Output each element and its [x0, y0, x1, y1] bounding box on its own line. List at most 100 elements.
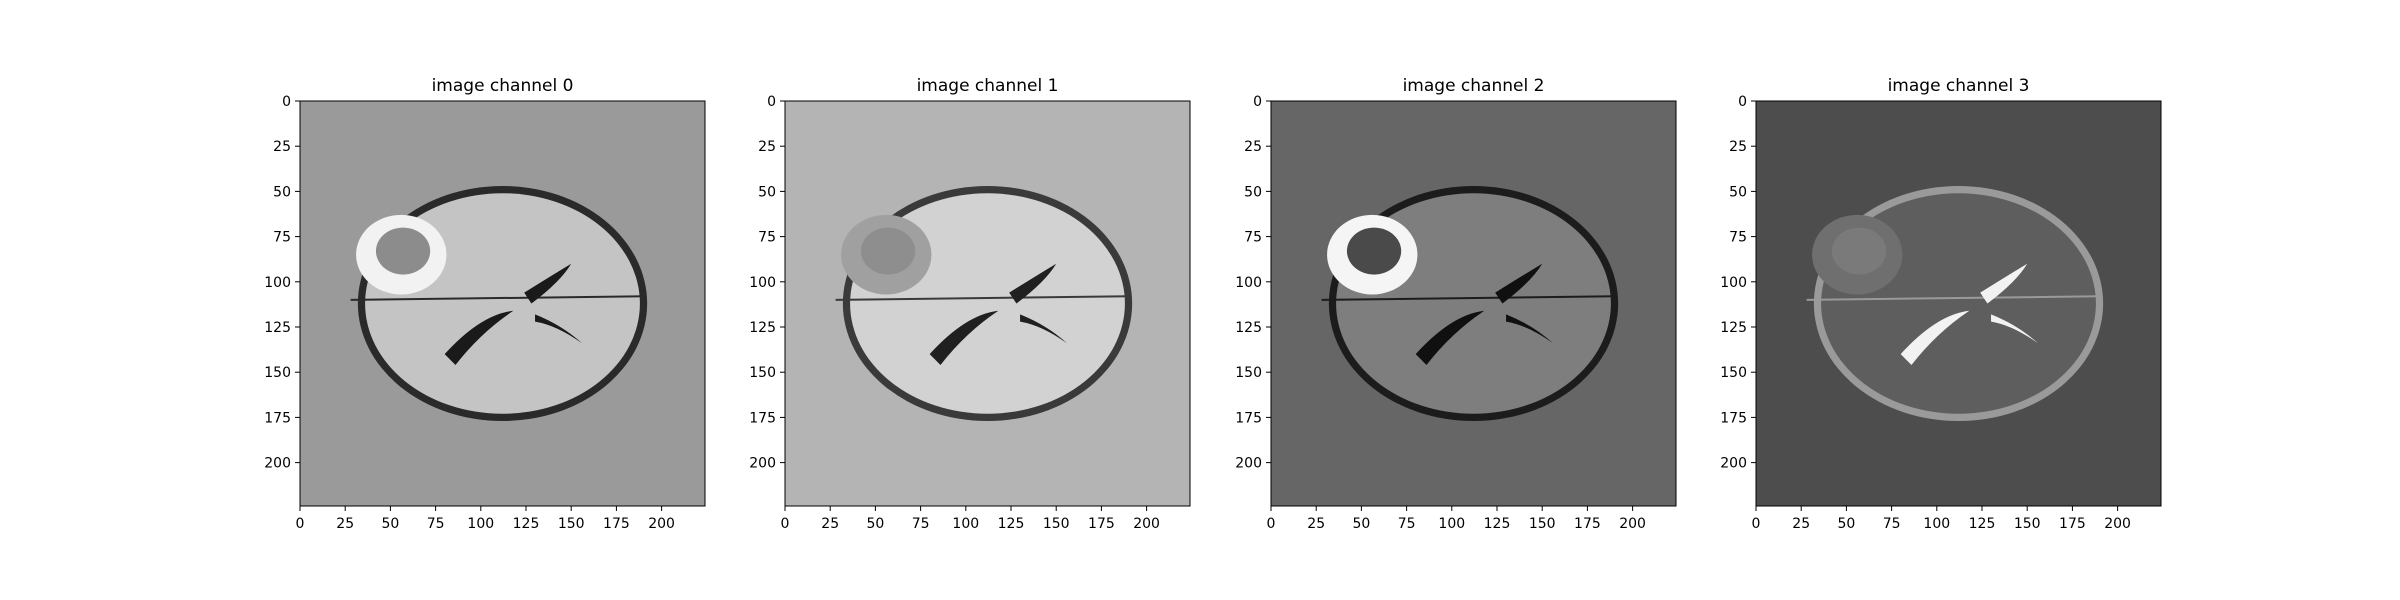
ventricle-right: [1980, 263, 2028, 304]
y-tick-label: 25: [1244, 139, 1262, 155]
y-tick-label: 50: [1729, 184, 1747, 200]
y-tick-label: 150: [1235, 365, 1262, 381]
y-tick-label: 0: [1738, 94, 1747, 110]
y-tick-label: 125: [1235, 320, 1262, 336]
x-tick-label: 175: [1088, 516, 1115, 532]
y-tick-label: 125: [1720, 320, 1747, 336]
axes-frame: [784, 100, 1191, 507]
panel-2: image channel 2 0 25 50 75 100 125 150 175 200 0 25…: [1235, 76, 1677, 532]
x-tick-label: 150: [558, 516, 585, 532]
y-tick-label: 25: [758, 139, 776, 155]
y-tick-label: 125: [264, 320, 291, 336]
y-tick-label: 100: [1235, 275, 1262, 291]
ventricle-left: [1900, 310, 1970, 365]
x-tick-label: 75: [427, 516, 445, 532]
y-tick-label: 200: [264, 456, 291, 472]
image-2: [1271, 101, 1676, 506]
x-tick-label: 175: [603, 516, 630, 532]
y-tick-label: 50: [1244, 184, 1262, 200]
y-tick-label: 150: [1720, 365, 1747, 381]
x-tick-label: 125: [998, 516, 1025, 532]
y-tick-label: 0: [767, 94, 776, 110]
midline-fissure: [1321, 295, 1615, 301]
x-tick-label: 50: [866, 516, 884, 532]
x-tick-label: 0: [296, 516, 305, 532]
x-tick-label: 150: [1043, 516, 1070, 532]
image-1: [785, 101, 1190, 506]
y-tick-label: 75: [273, 230, 291, 246]
y-tick-label: 175: [749, 410, 776, 426]
panel-title: image channel 3: [1888, 76, 2030, 96]
x-tick-label: 25: [336, 516, 354, 532]
y-tick-label: 125: [749, 320, 776, 336]
x-tick-label: 175: [2059, 516, 2086, 532]
x-tick-label: 50: [381, 516, 399, 532]
panel-title: image channel 1: [917, 76, 1059, 96]
y-tick-label: 100: [264, 275, 291, 291]
y-tick-label: 75: [1244, 230, 1262, 246]
axes-frame: [1755, 100, 2162, 507]
x-tick-label: 200: [2104, 516, 2131, 532]
lesion-core: [1831, 227, 1887, 275]
x-tick-label: 50: [1352, 516, 1370, 532]
y-tick-label: 75: [1729, 230, 1747, 246]
x-tick-label: 150: [1529, 516, 1556, 532]
x-tick-label: 200: [648, 516, 675, 532]
y-tick-label: 200: [749, 456, 776, 472]
y-tick-label: 25: [273, 139, 291, 155]
ventricle-right: [1009, 263, 1057, 304]
x-tick-label: 100: [952, 516, 979, 532]
y-tick-label: 50: [273, 184, 291, 200]
x-tick-label: 75: [912, 516, 930, 532]
lesion-core: [375, 227, 431, 275]
lesion-core: [1346, 227, 1402, 275]
ventricle-posterior: [1506, 314, 1554, 344]
x-tick-label: 175: [1574, 516, 1601, 532]
ventricle-posterior: [1991, 314, 2039, 344]
y-tick-label: 100: [1720, 275, 1747, 291]
x-tick-label: 0: [781, 516, 790, 532]
midline-fissure: [835, 295, 1129, 301]
axes-frame: [299, 100, 706, 507]
y-tick-label: 175: [1235, 410, 1262, 426]
image-0: [300, 101, 705, 506]
y-tick-label: 0: [1253, 94, 1262, 110]
x-tick-label: 200: [1133, 516, 1160, 532]
x-tick-label: 150: [2014, 516, 2041, 532]
x-tick-label: 100: [1438, 516, 1465, 532]
x-tick-label: 0: [1267, 516, 1276, 532]
y-tick-label: 175: [1720, 410, 1747, 426]
axes-frame: [1270, 100, 1677, 507]
x-tick-label: 100: [1923, 516, 1950, 532]
ventricle-right: [524, 263, 572, 304]
lesion-core: [860, 227, 916, 275]
x-tick-label: 125: [513, 516, 540, 532]
y-tick-label: 200: [1720, 456, 1747, 472]
y-tick-label: 25: [1729, 139, 1747, 155]
y-tick-label: 100: [749, 275, 776, 291]
y-tick-label: 150: [264, 365, 291, 381]
x-tick-label: 25: [821, 516, 839, 532]
x-tick-label: 0: [1752, 516, 1761, 532]
x-tick-label: 125: [1484, 516, 1511, 532]
y-tick-label: 0: [282, 94, 291, 110]
x-tick-label: 75: [1883, 516, 1901, 532]
y-tick-label: 200: [1235, 456, 1262, 472]
ventricle-right: [1495, 263, 1543, 304]
x-tick-label: 50: [1837, 516, 1855, 532]
ventricle-left: [929, 310, 999, 365]
panel-title: image channel 2: [1403, 76, 1545, 96]
ventricle-posterior: [535, 314, 583, 344]
y-tick-label: 50: [758, 184, 776, 200]
midline-fissure: [350, 295, 644, 301]
x-tick-label: 100: [467, 516, 494, 532]
x-tick-label: 200: [1619, 516, 1646, 532]
ventricle-left: [1415, 310, 1485, 365]
image-3: [1756, 101, 2161, 506]
y-tick-label: 75: [758, 230, 776, 246]
midline-fissure: [1806, 295, 2100, 301]
panel-title: image channel 0: [432, 76, 574, 96]
x-tick-label: 25: [1792, 516, 1810, 532]
panel-3: image channel 3 0 25 50 75 100 125 150 175 200 0 25…: [1720, 76, 2162, 532]
